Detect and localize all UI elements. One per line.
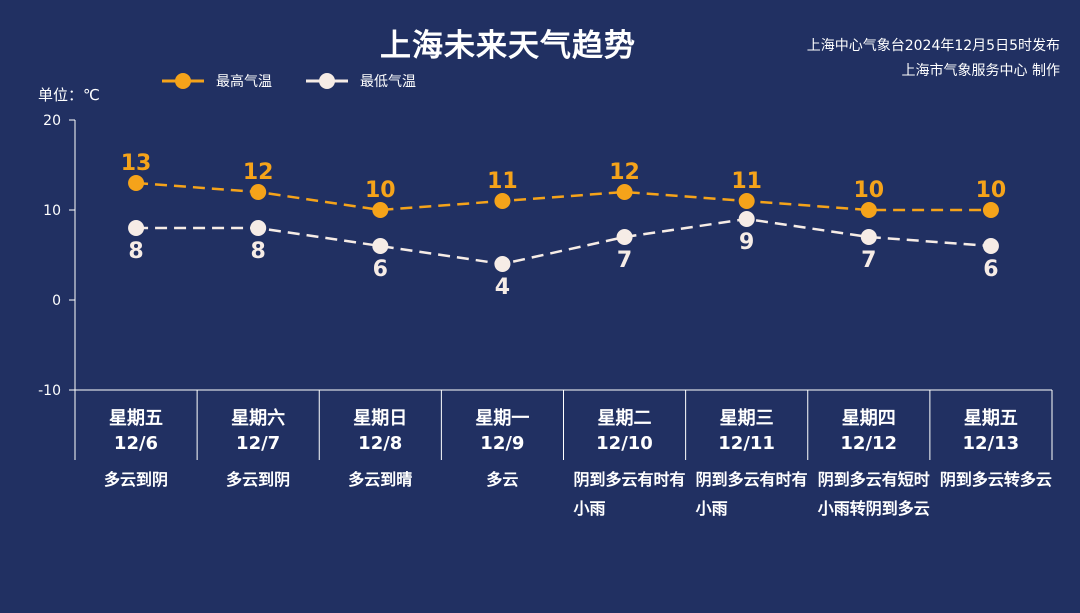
weather-description: 阴到多云有时有小雨 (573, 470, 686, 518)
date-label: 12/10 (596, 433, 653, 454)
high-temp-point (494, 193, 511, 209)
weekday-label: 星期二 (597, 408, 652, 429)
low-temp-point (860, 229, 877, 245)
forecast-day: 星期二 12/10 阴到多云有时有小雨 (564, 396, 686, 523)
date-label: 12/11 (718, 433, 775, 454)
source-line-producer: 上海市气象服务中心 制作 (901, 63, 1060, 79)
weekday-label: 星期四 (841, 408, 896, 429)
forecast-day: 星期日 12/8 多云到晴 (319, 396, 441, 494)
low-temp-label: 6 (373, 257, 388, 282)
page-title: 上海未来天气趋势 (380, 28, 636, 64)
high-temp-point (738, 193, 755, 209)
legend-high-label: 最高气温 (216, 74, 272, 90)
low-temp-point (616, 229, 633, 245)
y-tick-label: 10 (43, 203, 61, 219)
high-temp-point (372, 202, 389, 218)
weekday-label: 星期五 (963, 408, 1018, 429)
high-temp-point (250, 184, 267, 200)
legend-item-low: 最低气温 (306, 71, 416, 91)
high-temp-label: 10 (854, 178, 885, 203)
weather-description: 多云到阴 (226, 470, 291, 489)
high-temp-point (616, 184, 633, 200)
date-label: 12/13 (962, 433, 1020, 454)
weather-description: 多云到阴 (103, 470, 168, 489)
y-tick-label: -10 (38, 383, 61, 399)
high-temp-point (128, 175, 145, 191)
weather-description: 多云到晴 (348, 470, 413, 489)
legend-low-marker-icon (306, 73, 348, 89)
high-temp-label: 10 (976, 178, 1007, 203)
low-temp-point (494, 256, 511, 272)
weekday-label: 星期六 (231, 408, 286, 429)
high-temp-label: 10 (365, 178, 396, 203)
weather-description: 多云 (486, 470, 519, 489)
y-tick-label: 0 (52, 293, 61, 309)
date-label: 12/7 (236, 433, 281, 454)
forecast-day: 星期五 12/6 多云到阴 (75, 396, 197, 494)
low-temp-label: 6 (983, 257, 998, 282)
high-temp-point (860, 202, 877, 218)
high-temp-label: 12 (243, 160, 274, 185)
low-temp-point (250, 220, 267, 236)
weekday-label: 星期日 (353, 408, 408, 429)
forecast-day: 星期三 12/11 阴到多云有时有小雨 (686, 396, 808, 523)
weekday-label: 星期三 (719, 408, 774, 429)
unit-label: 单位：℃ (38, 86, 100, 104)
date-label: 12/8 (358, 433, 403, 454)
weather-description: 阴到多云有短时小雨转阴到多云 (817, 470, 930, 518)
legend-high-marker-icon (162, 73, 204, 89)
high-temp-label: 13 (121, 151, 152, 176)
low-temp-label: 7 (861, 248, 876, 273)
weekday-label: 星期五 (109, 408, 163, 429)
high-temp-label: 11 (487, 169, 518, 194)
y-tick-label: 20 (43, 113, 61, 129)
date-label: 12/6 (113, 433, 159, 454)
legend-item-high: 最高气温 (162, 71, 272, 91)
low-temp-point (372, 238, 389, 254)
forecast-day: 星期五 12/13 阴到多云转多云 (930, 396, 1052, 494)
low-temp-line (136, 217, 992, 266)
legend-low-label: 最低气温 (360, 74, 416, 90)
high-temp-point (982, 202, 999, 218)
weekday-label: 星期一 (475, 408, 530, 429)
low-temp-label: 4 (495, 275, 510, 300)
date-label: 12/9 (480, 433, 525, 454)
source-info: 上海中心气象台2024年12月5日5时发布 上海市气象服务中心 制作 (807, 34, 1060, 84)
forecast-day: 星期四 12/12 阴到多云有短时小雨转阴到多云 (808, 396, 930, 523)
forecast-day: 星期六 12/7 多云到阴 (197, 396, 319, 494)
high-temp-label: 12 (609, 160, 640, 185)
high-temp-label: 11 (731, 169, 762, 194)
weather-description: 阴到多云转多云 (939, 470, 1052, 489)
weather-description: 阴到多云有时有小雨 (695, 470, 808, 518)
low-temp-point (982, 238, 999, 254)
low-temp-point (738, 211, 755, 227)
chart-legend: 最高气温 最低气温 (162, 70, 450, 92)
date-label: 12/12 (840, 433, 898, 454)
low-temp-label: 7 (617, 248, 632, 273)
source-line-publisher: 上海中心气象台2024年12月5日5时发布 (806, 38, 1060, 54)
low-temp-label: 8 (128, 239, 143, 264)
low-temp-label: 9 (739, 230, 754, 255)
low-temp-label: 8 (251, 239, 266, 264)
forecast-day: 星期一 12/9 多云 (441, 396, 563, 494)
low-temp-point (128, 220, 145, 236)
high-temp-line (135, 181, 991, 212)
